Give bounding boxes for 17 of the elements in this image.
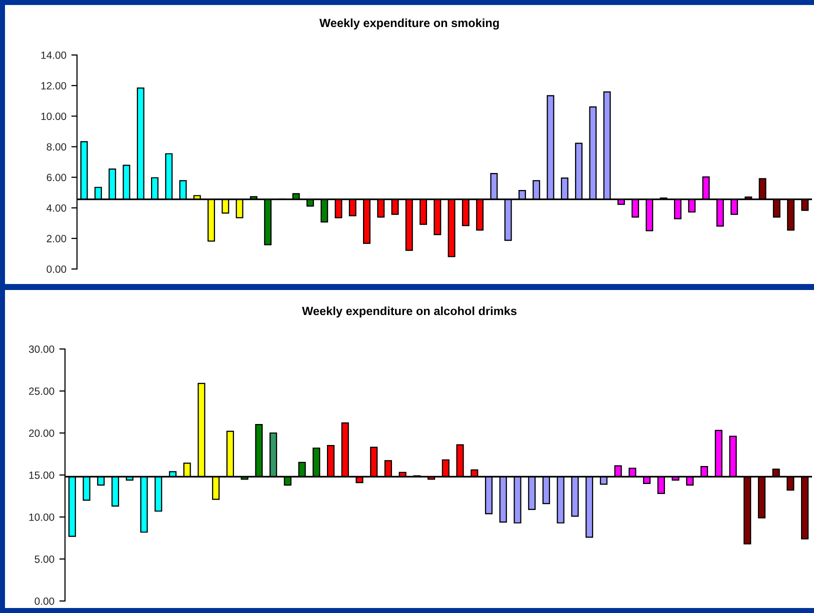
y-tick-label: 6.00: [46, 174, 66, 182]
y-tick-label: 25.00: [29, 388, 54, 395]
y-tick-label: 20.00: [29, 430, 54, 437]
y-tick-label: 10.00: [41, 112, 66, 120]
y-tick-label: 8.00: [46, 143, 66, 151]
y-tick-label: 14.00: [41, 52, 66, 59]
y-tick-label: 0.00: [34, 598, 54, 605]
y-tick-label: 12.00: [41, 82, 66, 90]
y-tick-label: 2.00: [46, 234, 66, 242]
y-tick-label: 5.00: [34, 556, 54, 563]
y-tick-label: 0.00: [46, 266, 66, 273]
y-tick-label: 15.00: [29, 472, 54, 479]
y-tick-label: 30.00: [28, 346, 54, 353]
y-tick-label: 4.00: [46, 204, 66, 212]
chart-title: Weekly expenditure on smoking: [319, 18, 499, 30]
y-tick-label: 10.00: [29, 514, 54, 521]
chart-title: Weekly expenditure on alcohol drimks: [302, 306, 517, 318]
